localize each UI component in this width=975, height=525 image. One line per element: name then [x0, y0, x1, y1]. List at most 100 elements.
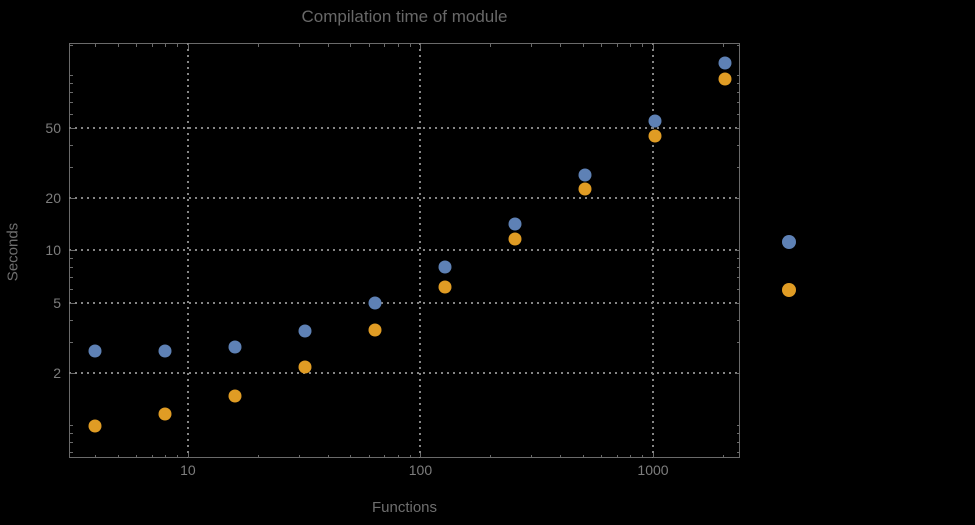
y-minor-tick-left — [70, 267, 73, 269]
x-minor-tick-bottom — [642, 455, 644, 458]
data-point-series-2-orange-x128 — [438, 280, 452, 294]
x-minor-tick-bottom — [531, 455, 533, 458]
data-point-series-2-orange-x16 — [228, 389, 242, 403]
data-point-series-2-orange-x8 — [158, 407, 172, 421]
x-minor-tick-bottom — [177, 455, 179, 458]
y-minor-tick-right — [737, 166, 740, 168]
y-minor-tick-right — [737, 144, 740, 146]
y-major-tick-left — [70, 372, 75, 374]
x-minor-tick-bottom — [397, 455, 399, 458]
y-minor-tick-right — [737, 114, 740, 116]
x-minor-tick-top — [368, 44, 370, 47]
y-major-tick-left — [70, 302, 75, 304]
y-minor-tick-right — [737, 277, 740, 279]
y-minor-tick-right — [737, 433, 740, 435]
x-major-tick-top — [187, 44, 189, 49]
y-tick-label-20: 20 — [45, 189, 61, 206]
data-point-series-2-orange-x2048 — [718, 72, 732, 86]
y-minor-tick-left — [70, 114, 73, 116]
y-minor-tick-right — [737, 75, 740, 77]
data-point-series-1-blue-x128 — [438, 260, 452, 274]
x-minor-tick-bottom — [151, 455, 153, 458]
data-point-series-1-blue-x2048 — [718, 56, 732, 70]
x-minor-tick-bottom — [368, 455, 370, 458]
y-minor-tick-right — [737, 289, 740, 291]
x-minor-tick-bottom — [350, 455, 352, 458]
data-point-series-2-orange-x1024 — [648, 129, 662, 143]
y-minor-tick-right — [737, 341, 740, 343]
x-minor-tick-bottom — [136, 455, 138, 458]
x-minor-tick-bottom — [616, 455, 618, 458]
y-minor-tick-left — [70, 433, 73, 435]
x-minor-tick-top — [117, 44, 119, 47]
y-tick-label-5: 5 — [53, 294, 61, 311]
data-point-series-1-blue-x16 — [228, 340, 242, 354]
x-minor-tick-top — [384, 44, 386, 47]
y-major-tick-left — [70, 197, 75, 199]
data-point-series-1-blue-x4 — [88, 344, 102, 358]
y-minor-tick-left — [70, 341, 73, 343]
y-axis-label: Seconds — [4, 222, 22, 281]
y-minor-tick-left — [70, 258, 73, 260]
y-minor-tick-left — [70, 319, 73, 321]
gridline-x-100 — [419, 43, 422, 458]
x-minor-tick-bottom — [560, 455, 562, 458]
x-minor-tick-top — [582, 44, 584, 47]
data-point-series-1-blue-x64 — [368, 296, 382, 310]
gridline-y-2 — [69, 371, 740, 374]
y-minor-tick-right — [737, 83, 740, 85]
y-major-tick-right — [735, 127, 740, 129]
x-tick-label-10: 10 — [180, 462, 196, 478]
x-minor-tick-top — [490, 44, 492, 47]
y-minor-tick-right — [737, 425, 740, 427]
y-minor-tick-left — [70, 452, 73, 454]
data-point-series-2-orange-x32 — [298, 360, 312, 374]
gridline-x-1000 — [651, 43, 654, 458]
x-minor-tick-top — [630, 44, 632, 47]
x-minor-tick-bottom — [490, 455, 492, 458]
x-minor-tick-bottom — [384, 455, 386, 458]
y-minor-tick-left — [70, 289, 73, 291]
x-tick-label-100: 100 — [408, 462, 433, 478]
y-major-tick-left — [70, 127, 75, 129]
x-minor-tick-top — [409, 44, 411, 47]
x-minor-tick-top — [616, 44, 618, 47]
x-major-tick-top — [652, 44, 654, 49]
data-point-series-1-blue-x1024 — [648, 114, 662, 128]
legend-marker-series-1 — [782, 235, 796, 249]
data-point-series-1-blue-x8 — [158, 344, 172, 358]
y-minor-tick-left — [70, 102, 73, 104]
x-minor-tick-top — [560, 44, 562, 47]
x-minor-tick-bottom — [601, 455, 603, 458]
chart-title: Compilation time of module — [301, 7, 508, 26]
gridline-y-5 — [69, 301, 740, 304]
x-minor-tick-top — [327, 44, 329, 47]
x-minor-tick-bottom — [117, 455, 119, 458]
y-major-tick-right — [735, 302, 740, 304]
x-major-tick-bottom — [420, 453, 422, 458]
y-minor-tick-right — [737, 319, 740, 321]
y-tick-label-50: 50 — [45, 119, 61, 136]
x-minor-tick-bottom — [582, 455, 584, 458]
x-axis-label: Functions — [371, 499, 438, 516]
x-minor-tick-top — [350, 44, 352, 47]
y-minor-tick-left — [70, 83, 73, 85]
y-major-tick-right — [735, 372, 740, 374]
data-point-series-1-blue-x32 — [298, 324, 312, 338]
y-minor-tick-left — [70, 442, 73, 444]
x-minor-tick-bottom — [409, 455, 411, 458]
x-tick-label-1000: 1000 — [637, 462, 669, 478]
x-major-tick-top — [420, 44, 422, 49]
gridline-x-10 — [186, 43, 189, 458]
x-minor-tick-top — [165, 44, 167, 47]
x-minor-tick-top — [298, 44, 300, 47]
y-major-tick-right — [735, 197, 740, 199]
x-minor-tick-top — [177, 44, 179, 47]
y-major-tick-left — [70, 250, 75, 252]
gridline-y-10 — [69, 249, 740, 252]
y-minor-tick-right — [737, 452, 740, 454]
y-minor-tick-left — [70, 44, 73, 46]
y-tick-label-10: 10 — [45, 242, 61, 259]
x-minor-tick-bottom — [257, 455, 259, 458]
y-major-tick-right — [735, 250, 740, 252]
